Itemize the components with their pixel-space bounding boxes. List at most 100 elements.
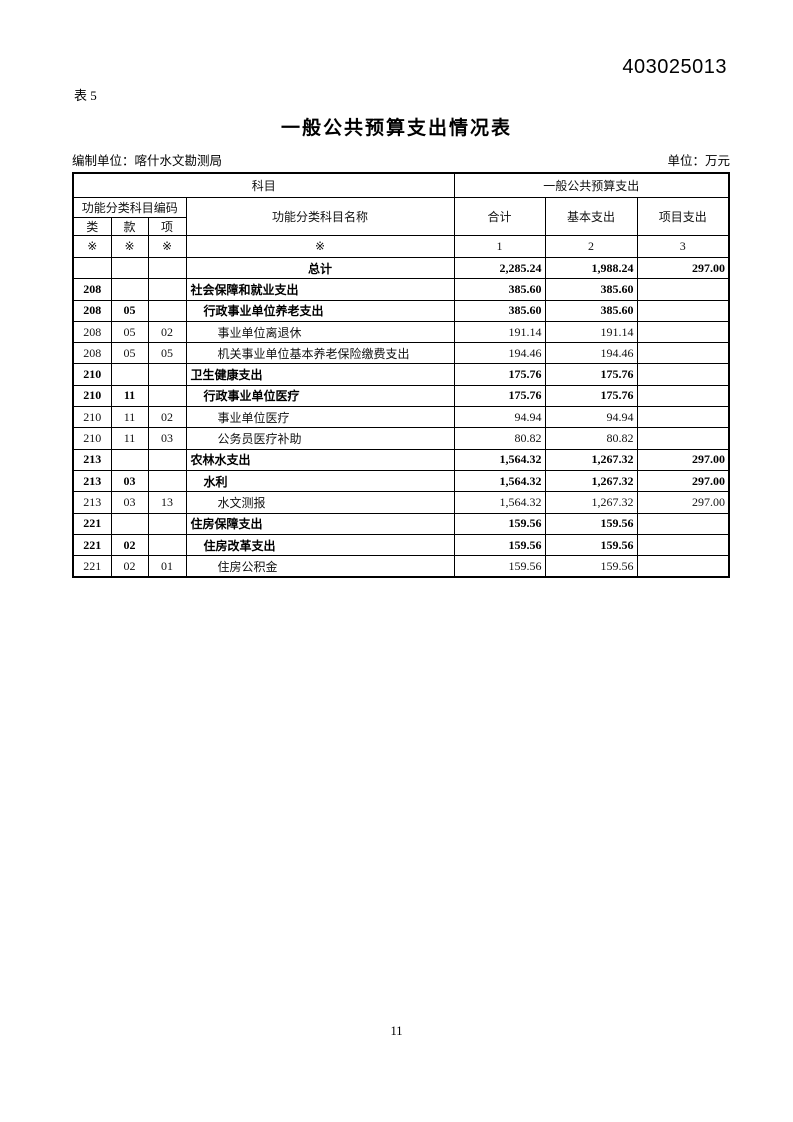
cell-basic-expenditure: 1,988.24 [544,256,638,280]
cell-project-expenditure [636,278,730,301]
cell-basic-expenditure: 175.76 [544,363,638,386]
prepared-by-label: 编制单位：喀什水文勘测局 [72,154,223,168]
cell-project-expenditure [636,363,730,386]
header-col-item: 项 [147,217,187,236]
table-row: 213 03 水利 1,564.32 1,267.32 297.00 [72,469,730,493]
table-row: 213 03 13 水文测报 1,564.32 1,267.32 297.00 [72,491,730,514]
cell-class-code: 221 [72,512,112,535]
cell-project-expenditure [636,320,730,344]
header-col-total: 合计 [453,197,546,236]
table-row: 208 05 行政事业单位养老支出 385.60 385.60 [72,299,730,322]
placeholder-cell: ※ [147,235,187,258]
cell-class-code: 208 [72,278,112,301]
header-col-basic: 基本支出 [544,197,638,236]
cell-subject-name: 公务员医疗补助 [185,427,455,450]
table-row: 208 05 05 机关事业单位基本养老保险缴费支出 194.46 194.46 [72,342,730,365]
cell-section-code: 11 [110,384,149,408]
column-index: 3 [636,235,730,258]
header-subject: 科目 [72,172,455,198]
cell-subject-name: 水文测报 [185,491,455,514]
cell-subject-name: 水利 [185,469,455,493]
table-row: 210 卫生健康支出 175.76 175.76 [72,363,730,386]
cell-subject-name: 行政事业单位养老支出 [185,299,455,322]
cell-total: 80.82 [453,427,546,450]
cell-item-code [147,363,187,386]
table-row: 221 02 01 住房公积金 159.56 159.56 [72,555,730,578]
cell-section-code: 03 [110,491,149,514]
cell-project-expenditure [636,427,730,450]
cell-project-expenditure [636,299,730,322]
budget-table: 科目 一般公共预算支出 功能分类科目编码 功能分类科目名称 合计 基本支出 项目… [72,172,731,579]
cell-section-code: 11 [110,406,149,429]
cell-basic-expenditure: 385.60 [544,278,638,301]
cell-total: 159.56 [453,533,546,557]
cell-class-code [72,256,112,280]
cell-item-code: 02 [147,406,187,429]
cell-total: 1,564.32 [453,448,546,471]
cell-class-code: 221 [72,533,112,557]
table-row: 213 农林水支出 1,564.32 1,267.32 297.00 [72,448,730,471]
cell-section-code [110,363,149,386]
cell-basic-expenditure: 159.56 [544,512,638,535]
cell-class-code: 213 [72,448,112,471]
cell-section-code [110,256,149,280]
table-row: 总计 2,285.24 1,988.24 297.00 [72,256,730,280]
placeholder-cell: ※ [110,235,149,258]
cell-basic-expenditure: 194.46 [544,342,638,365]
cell-item-code [147,469,187,493]
cell-project-expenditure [636,406,730,429]
cell-project-expenditure: 297.00 [636,448,730,471]
cell-item-code: 13 [147,491,187,514]
cell-item-code [147,448,187,471]
cell-total: 175.76 [453,384,546,408]
cell-class-code: 210 [72,406,112,429]
cell-class-code: 208 [72,342,112,365]
cell-section-code: 05 [110,320,149,344]
cell-basic-expenditure: 159.56 [544,555,638,578]
cell-class-code: 221 [72,555,112,578]
cell-subject-name: 事业单位离退休 [185,320,455,344]
cell-project-expenditure: 297.00 [636,491,730,514]
cell-total: 385.60 [453,299,546,322]
cell-section-code: 05 [110,342,149,365]
cell-project-expenditure: 297.00 [636,469,730,493]
cell-class-code: 210 [72,363,112,386]
cell-section-code: 02 [110,533,149,557]
cell-class-code: 208 [72,299,112,322]
cell-total: 94.94 [453,406,546,429]
column-index: 1 [453,235,546,258]
cell-basic-expenditure: 191.14 [544,320,638,344]
placeholder-cell: ※ [72,235,112,258]
table-label: 表 5 [74,88,97,103]
cell-subject-name: 社会保障和就业支出 [185,278,455,301]
cell-item-code [147,384,187,408]
cell-total: 1,564.32 [453,469,546,493]
header-col-class: 类 [72,217,112,236]
cell-basic-expenditure: 1,267.32 [544,469,638,493]
doc-number: 403025013 [622,56,727,78]
cell-class-code: 213 [72,491,112,514]
cell-subject-name: 总计 [185,256,455,280]
header-col-name: 功能分类科目名称 [185,197,455,236]
cell-item-code [147,299,187,322]
cell-total: 1,564.32 [453,491,546,514]
cell-item-code: 02 [147,320,187,344]
page-number: 11 [390,1024,403,1038]
header-col-section: 款 [110,217,149,236]
cell-basic-expenditure: 94.94 [544,406,638,429]
cell-subject-name: 机关事业单位基本养老保险缴费支出 [185,342,455,365]
cell-section-code [110,512,149,535]
cell-section-code: 02 [110,555,149,578]
header-col-project: 项目支出 [636,197,730,236]
table-row: 210 11 行政事业单位医疗 175.76 175.76 [72,384,730,408]
header-budget-group: 一般公共预算支出 [453,172,730,198]
header-code-group: 功能分类科目编码 [72,197,187,218]
cell-total: 385.60 [453,278,546,301]
cell-section-code [110,278,149,301]
table-body: 总计 2,285.24 1,988.24 297.00 208 社会保障和就业支出 385.… [72,256,730,578]
unit-label: 单位：万元 [667,154,730,168]
column-index: 2 [544,235,638,258]
cell-basic-expenditure: 175.76 [544,384,638,408]
cell-subject-name: 住房公积金 [185,555,455,578]
cell-item-code: 01 [147,555,187,578]
